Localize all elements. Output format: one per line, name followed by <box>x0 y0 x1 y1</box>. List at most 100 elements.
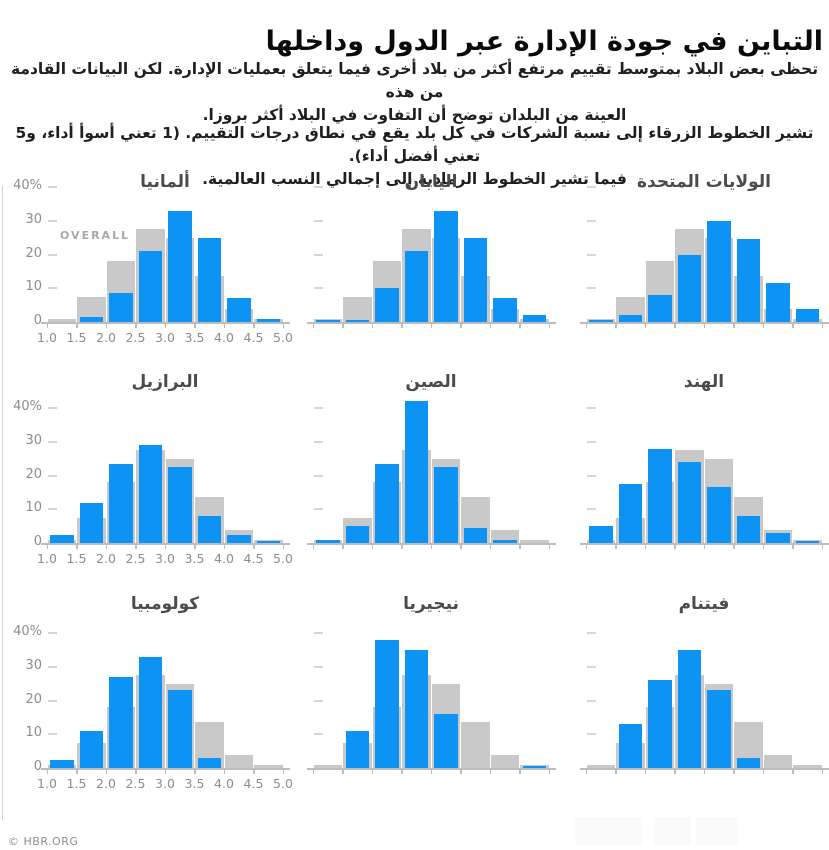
country-bar <box>434 467 458 543</box>
chart-title-india: الهند <box>683 372 725 392</box>
country-bar <box>404 401 428 543</box>
x-axis-tick <box>46 324 48 328</box>
x-axis-tick <box>194 324 196 328</box>
y-axis-tick <box>314 699 323 702</box>
x-axis-tick <box>342 324 344 328</box>
x-axis-line <box>307 322 556 324</box>
y-axis-tick <box>314 186 323 188</box>
x-axis-tick <box>792 324 794 328</box>
intro-p1-line2: العينة من البلدان توضح أن التفاوت في الب… <box>202 106 627 124</box>
intro-p2-line1: تشير الخطوط الزرقاء إلى نسبة الشركات في … <box>15 124 814 165</box>
x-axis-tick <box>194 545 196 549</box>
x-axis-tick <box>223 770 225 774</box>
country-bar <box>197 757 221 768</box>
country-bar <box>168 467 192 543</box>
country-bar <box>168 210 192 322</box>
y-axis-label: 30 <box>25 657 42 673</box>
y-axis-label: 10 <box>25 279 42 295</box>
y-axis-label: 40% <box>13 399 42 414</box>
y-axis-tick <box>314 287 323 290</box>
chart-india: الهند <box>541 372 829 569</box>
country-bar <box>109 293 133 322</box>
chart-colombia: كولومبيا 40% 30 20 10 0 1.0 1.5 2.0 2.5 3.0 3.5 4.0 4… <box>2 594 297 794</box>
y-axis-label: 20 <box>25 691 42 707</box>
x-axis-tick <box>194 770 196 774</box>
x-axis-label: 2.0 <box>96 330 116 345</box>
watermark-block <box>654 817 691 845</box>
chart-germany: ألمانيا 40% 30 20 10 0 1.0 1.5 2.0 2.5 3.0 3.5 4.0 4.… <box>2 172 297 348</box>
country-bar <box>404 251 428 322</box>
x-axis-tick <box>460 324 462 328</box>
country-bar <box>795 541 819 543</box>
x-axis-tick <box>460 770 462 774</box>
x-axis-tick <box>164 770 166 774</box>
x-axis-tick <box>223 324 225 328</box>
y-axis-tick <box>314 440 323 443</box>
country-bar <box>707 220 731 322</box>
y-axis-tick <box>314 733 323 736</box>
x-axis-tick <box>674 545 676 549</box>
x-axis-tick <box>644 324 646 328</box>
country-bar <box>375 288 399 322</box>
y-axis-label: 30 <box>25 211 42 227</box>
country-bar <box>618 724 642 768</box>
x-axis-tick <box>821 770 823 774</box>
watermark-block <box>575 817 642 845</box>
x-axis-tick <box>644 770 646 774</box>
y-axis-label: 20 <box>25 245 42 261</box>
y-axis-tick <box>587 440 596 443</box>
x-axis-tick <box>105 324 107 328</box>
y-axis-tick <box>48 665 57 668</box>
x-axis-tick <box>401 545 403 549</box>
y-axis-tick <box>587 699 596 702</box>
y-axis-tick <box>314 665 323 668</box>
y-axis-tick <box>587 219 596 222</box>
y-axis-tick <box>587 474 596 477</box>
country-bar <box>138 445 162 543</box>
country-bar <box>736 239 760 322</box>
country-bar <box>375 463 399 543</box>
country-bar <box>707 487 731 543</box>
x-axis-line <box>41 768 290 770</box>
country-bar <box>227 298 251 322</box>
x-axis-label: 2.5 <box>125 776 146 791</box>
country-bar <box>434 210 458 322</box>
y-axis-tick <box>48 287 57 290</box>
y-axis-tick <box>314 632 323 634</box>
x-axis-tick <box>703 770 705 774</box>
x-axis-label: 3.5 <box>184 330 205 345</box>
x-axis-label: 5.0 <box>273 330 293 345</box>
country-bar <box>168 690 192 768</box>
country-bar <box>736 516 760 543</box>
page-title: التباين في جودة الإدارة عبر الدول وداخله… <box>265 26 823 58</box>
chart-title-colombia: كولومبيا <box>130 594 200 614</box>
x-axis-label: 4.0 <box>214 776 234 791</box>
country-bar <box>707 690 731 768</box>
x-axis-label: 4.5 <box>243 330 264 345</box>
x-axis-label: 3.0 <box>155 776 175 791</box>
y-axis-tick <box>314 253 323 256</box>
country-bar <box>197 237 221 322</box>
x-axis-tick <box>674 324 676 328</box>
overall-bar <box>47 318 76 322</box>
overall-annotation: OVERALL <box>60 229 131 242</box>
intro-p2-line2: فيما تشير الخطوط الرمادية إلى إجمالي الن… <box>202 170 627 188</box>
y-axis-tick <box>314 474 323 477</box>
x-axis-label: 5.0 <box>273 776 293 791</box>
x-axis-tick <box>519 324 521 328</box>
country-bar <box>138 251 162 322</box>
x-axis-tick <box>733 770 735 774</box>
x-axis-tick <box>430 324 432 328</box>
x-axis-label: 1.5 <box>66 330 87 345</box>
x-axis-tick <box>489 770 491 774</box>
country-bar <box>109 676 133 768</box>
x-axis-label: 5.0 <box>273 551 293 566</box>
y-axis-tick <box>48 186 57 188</box>
x-axis-line <box>307 543 556 545</box>
x-axis-tick <box>585 545 587 549</box>
y-axis-tick <box>48 733 57 736</box>
country-bar <box>677 254 701 322</box>
overall-bar <box>520 540 549 543</box>
intro-paragraph-2: تشير الخطوط الزرقاء إلى نسبة الشركات في … <box>0 122 829 191</box>
y-axis-tick <box>587 733 596 736</box>
